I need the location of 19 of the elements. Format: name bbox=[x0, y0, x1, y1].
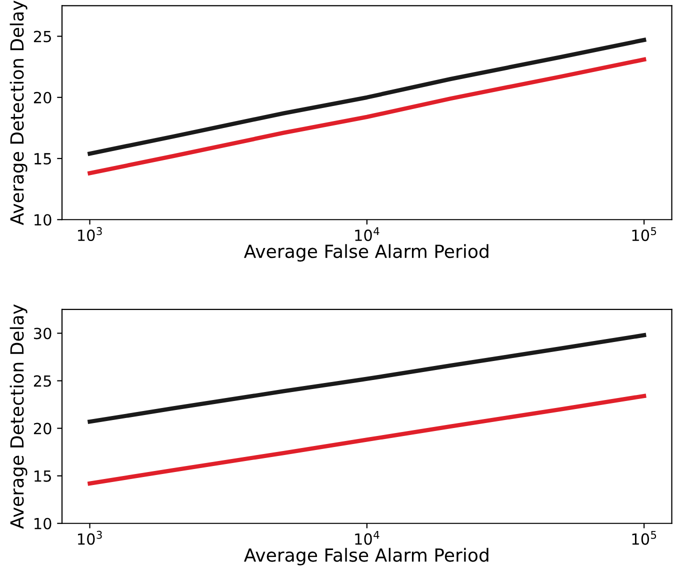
y-tick-label: 10 bbox=[34, 518, 52, 530]
y-tick-label: 15 bbox=[34, 153, 51, 165]
x-axis-title: Average False Alarm Period bbox=[244, 548, 488, 566]
y-tick-label: 25 bbox=[34, 375, 51, 387]
x-tick-label: 10$^{3}$ bbox=[78, 530, 102, 545]
y-tick-label: 10 bbox=[34, 214, 52, 226]
x-axis-title: Average False Alarm Period bbox=[244, 244, 488, 262]
y-tick-label: 15 bbox=[34, 470, 51, 482]
y-tick-label: 25 bbox=[34, 30, 51, 42]
y-tick-label: 30 bbox=[34, 328, 52, 340]
x-tick-label: 10$^{4}$ bbox=[355, 530, 380, 545]
x-tick-label: 10$^{5}$ bbox=[632, 227, 656, 242]
y-axis-title: Average Detection Delay bbox=[10, 304, 28, 529]
y-axis-title: Average Detection Delay bbox=[10, 0, 28, 226]
x-tick-label: 10$^{3}$ bbox=[78, 227, 102, 242]
x-tick-label: 10$^{4}$ bbox=[355, 227, 380, 242]
y-tick-label: 20 bbox=[34, 92, 52, 104]
x-tick-label: 10$^{5}$ bbox=[632, 530, 656, 545]
y-tick-label: 20 bbox=[34, 422, 52, 434]
